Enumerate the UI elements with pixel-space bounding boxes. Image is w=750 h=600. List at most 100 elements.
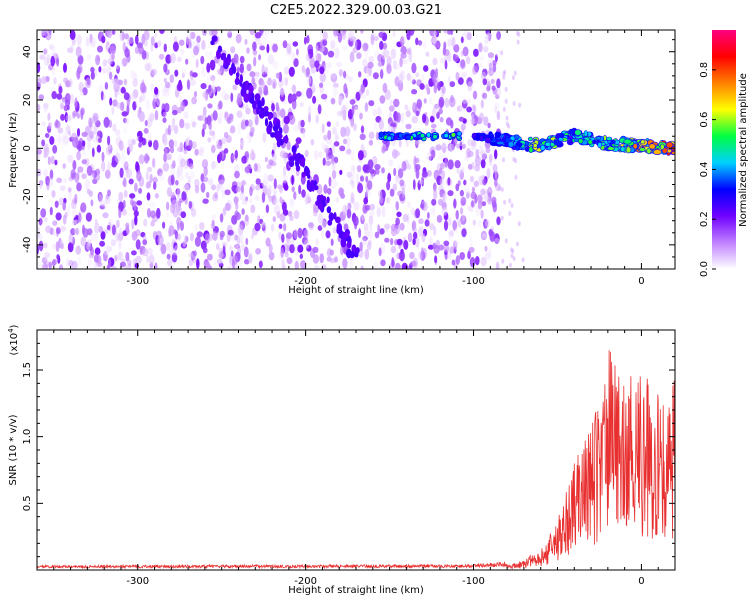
noise-cell — [436, 111, 440, 119]
noise-cell — [181, 67, 186, 76]
noise-cell — [487, 197, 493, 205]
noise-cell — [207, 103, 213, 109]
noise-cell — [219, 230, 225, 238]
streak-cell — [274, 130, 278, 138]
noise-cell — [379, 40, 384, 51]
noise-cell — [104, 199, 108, 210]
noise-cell — [293, 191, 297, 200]
noise-cell — [102, 59, 108, 67]
noise-cell — [152, 157, 156, 168]
noise-cell — [107, 189, 111, 197]
noise-cell — [47, 122, 52, 130]
noise-cell — [281, 233, 285, 243]
noise-cell — [212, 231, 218, 241]
colorbar-tick-label: 0.6 — [699, 112, 710, 128]
noise-cell — [360, 125, 365, 134]
noise-cell — [390, 48, 397, 60]
noise-cell — [331, 143, 336, 155]
noise-cell — [421, 74, 425, 82]
noise-cell — [210, 75, 216, 82]
streak-cell — [220, 53, 226, 61]
noise-cell — [63, 135, 70, 145]
snr-x-tick-label: -300 — [126, 576, 149, 587]
noise-cell — [386, 56, 392, 66]
noise-cell — [273, 178, 277, 190]
noise-cell — [321, 45, 325, 52]
noise-cell — [153, 139, 159, 151]
noise-cell — [432, 74, 437, 84]
noise-cell — [189, 70, 193, 77]
noise-cell — [167, 258, 173, 267]
noise-cell — [138, 141, 143, 148]
noise-cell — [358, 88, 363, 96]
noise-cell — [135, 239, 141, 250]
noise-cell — [331, 160, 336, 171]
noise-cell — [261, 64, 265, 75]
noise-cell — [462, 96, 468, 104]
noise-cell — [82, 87, 88, 96]
noise-cell — [266, 79, 272, 86]
noise-cell — [81, 140, 86, 147]
noise-cell — [284, 252, 289, 258]
noise-cell — [59, 264, 64, 269]
noise-cell — [251, 76, 256, 85]
noise-cell — [166, 153, 172, 160]
noise-cell — [52, 220, 58, 227]
colorbar: 0.0 0.2 0.4 0.6 0.8 Normalized spectral ampl… — [699, 30, 749, 277]
noise-cell — [415, 164, 421, 171]
signal-cell — [456, 131, 463, 137]
noise-cell — [55, 119, 59, 128]
noise-cell — [291, 93, 297, 102]
noise-cell — [177, 233, 181, 241]
streak-cell — [210, 40, 215, 46]
noise-cell — [141, 91, 146, 102]
noise-cell — [111, 160, 117, 168]
noise-cell — [132, 89, 139, 99]
noise-cell — [148, 254, 155, 265]
noise-cell — [90, 71, 95, 80]
noise-cell — [429, 115, 435, 123]
noise-cell — [191, 121, 197, 128]
noise-cell — [325, 230, 331, 239]
noise-cell — [148, 139, 153, 148]
noise-cell — [154, 32, 158, 38]
noise-cell — [447, 159, 454, 170]
noise-cell — [252, 49, 258, 56]
noise-cell — [49, 136, 55, 145]
noise-cell — [324, 63, 329, 74]
noise-cell — [484, 195, 491, 202]
noise-cell — [123, 189, 128, 198]
noise-cell — [240, 142, 244, 151]
noise-cell — [326, 121, 331, 127]
noise-cell — [493, 233, 500, 244]
noise-cell — [133, 202, 137, 213]
noise-cell — [209, 233, 213, 241]
snr-multiplier: (x104) — [7, 324, 20, 355]
snr-x-axis-label: Height of straight line (km) — [288, 585, 424, 596]
noise-cell — [376, 106, 382, 115]
noise-cell — [191, 72, 198, 78]
noise-cell — [330, 238, 334, 246]
noise-cell — [469, 235, 473, 247]
noise-cell — [245, 214, 249, 222]
noise-cell — [391, 257, 395, 268]
noise-cell — [291, 186, 295, 193]
spectrogram-blobs — [37, 30, 675, 269]
noise-cell — [116, 102, 121, 109]
noise-cell — [41, 121, 46, 127]
noise-cell — [344, 126, 351, 137]
noise-cell — [59, 225, 67, 232]
noise-cell — [463, 185, 470, 195]
streak-cell — [231, 66, 235, 74]
noise-cell — [215, 243, 220, 251]
noise-cell — [472, 219, 476, 226]
noise-cell — [390, 245, 397, 254]
noise-cell — [101, 35, 106, 44]
noise-cell — [512, 256, 516, 262]
noise-cell — [494, 149, 498, 160]
noise-cell — [143, 153, 150, 164]
noise-cell — [95, 54, 101, 66]
streak-cell — [234, 78, 240, 85]
noise-cell — [329, 257, 336, 264]
snr-y-tick-label: 1.0 — [22, 429, 33, 445]
